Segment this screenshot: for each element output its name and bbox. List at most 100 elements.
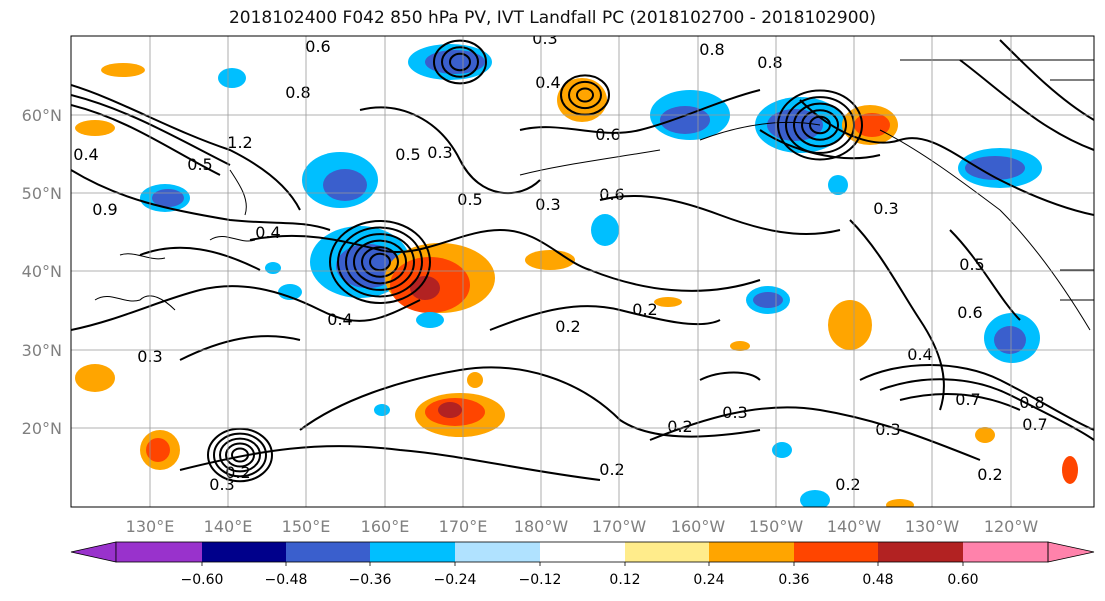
ivt-contour: [899, 393, 1021, 411]
ivt-contour: [71, 104, 221, 176]
pv-shade: [152, 189, 184, 207]
contour-label: 0.2: [667, 417, 692, 436]
ivt-contour: [649, 406, 981, 461]
pv-shade: [965, 156, 1025, 180]
contour-label: 0.4: [327, 310, 352, 329]
colorbar-segment: [116, 542, 202, 562]
contour-label: 0.6: [305, 37, 330, 56]
contour-label: 0.6: [595, 125, 620, 144]
ivt-contour: [489, 305, 721, 331]
colorbar-tick-label: −0.36: [349, 572, 392, 588]
colorbar-segment: [202, 542, 286, 562]
contour-label: 0.3: [532, 29, 557, 48]
ivt-contour: [329, 220, 431, 304]
ivt-contour: [299, 366, 761, 438]
colorbar: −0.60 −0.48 −0.36 −0.24 −0.12 0.12 0.24 0.36 0.4…: [70, 541, 1095, 588]
pv-shade: [1062, 456, 1078, 484]
ivt-contour: [179, 445, 601, 481]
ivt-contour: [345, 233, 415, 291]
pv-shade: [146, 438, 170, 462]
ivt-contour: [699, 371, 761, 381]
colorbar-tick-label: −0.12: [519, 572, 562, 588]
contour-label: 0.7: [1022, 415, 1047, 434]
pv-shade: [730, 341, 750, 351]
pv-shade: [800, 490, 830, 507]
longitude-label: 150°W: [749, 517, 804, 536]
pv-shade: [854, 113, 890, 137]
pv-shade: [828, 300, 872, 350]
ivt-contour: [71, 169, 331, 231]
latitude-label: 60°N: [22, 106, 62, 125]
pv-shade: [660, 106, 710, 134]
ivt-contour: [71, 285, 421, 331]
ivt-contour: [519, 89, 761, 134]
map-frame: [70, 35, 1095, 508]
ivt-contours: [71, 39, 1094, 483]
longitude-label: 140°W: [827, 517, 882, 536]
pv-shade: [374, 404, 390, 416]
ivt-contour: [568, 80, 602, 110]
colorbar-extend-high: [1047, 541, 1095, 563]
contour-label: 0.8: [757, 53, 782, 72]
contour-label: 0.5: [457, 190, 482, 209]
longitude-label: 130°E: [126, 517, 175, 536]
ivt-contour: [449, 52, 471, 72]
ivt-contour: [949, 229, 1021, 321]
longitude-label: 160°E: [361, 517, 410, 536]
colorbar-segment: [540, 542, 625, 562]
ivt-contour: [433, 39, 487, 85]
ivt-contour: [441, 46, 479, 78]
pv-shade: [265, 262, 281, 274]
ivt-contour: [179, 335, 301, 361]
colorbar-tick-label: −0.60: [181, 572, 224, 588]
ivt-contour: [801, 109, 839, 141]
pv-shade: [438, 402, 462, 418]
colorbar-tick-label: −0.48: [265, 572, 308, 588]
colorbar-tick-label: 0.12: [609, 572, 640, 588]
map-title: 2018102400 F042 850 hPa PV, IVT Landfall…: [228, 8, 876, 28]
latitude-label: 20°N: [22, 419, 62, 438]
contour-label: 0.2: [632, 300, 657, 319]
longitude-label: 140°E: [204, 517, 253, 536]
contour-label: 0.3: [873, 199, 898, 218]
colorbar-segment: [963, 542, 1048, 562]
ivt-contour: [859, 364, 1094, 431]
contour-label: 0.7: [955, 390, 980, 409]
colorbar-tick-label: 0.48: [862, 572, 893, 588]
ivt-contour: [809, 115, 831, 135]
ivt-contour: [361, 246, 399, 278]
colorbar-tick-label: 0.24: [693, 572, 724, 588]
longitude-labels: 130°E 140°E 150°E 160°E 170°E 180°W 170°W 160°W…: [126, 517, 1039, 536]
ivt-contour: [759, 129, 881, 160]
ivt-contour: [576, 87, 594, 103]
contour-label: 0.2: [835, 475, 860, 494]
ivt-contour: [793, 102, 847, 148]
pv-shade: [753, 292, 783, 308]
ivt-contour: [799, 99, 1094, 216]
contour-label: 0.9: [92, 200, 117, 219]
ivt-contour: [71, 84, 301, 211]
contour-label: 0.8: [285, 83, 310, 102]
contour-label: 0.3: [535, 195, 560, 214]
ivt-contour: [231, 447, 249, 463]
contour-label: 1.2: [227, 133, 252, 152]
ivt-contour: [353, 239, 407, 285]
colorbar-extend-low: [70, 541, 117, 563]
pv-shade: [994, 326, 1026, 354]
pv-shade: [75, 120, 115, 136]
longitude-label: 170°E: [439, 517, 488, 536]
pv-shade: [218, 68, 246, 88]
latitude-labels: 20°N 30°N 40°N 50°N 60°N: [22, 106, 62, 438]
contour-label: 0.5: [959, 255, 984, 274]
pv-shade: [772, 442, 792, 458]
ivt-contour: [359, 106, 541, 194]
pv-shade: [975, 427, 995, 443]
pv-shade: [886, 499, 914, 507]
pv-shade: [323, 169, 367, 201]
contour-label: 0.4: [73, 145, 98, 164]
contour-label: 0.3: [427, 143, 452, 162]
longitude-label: 180°W: [514, 517, 569, 536]
longitude-label: 160°W: [671, 517, 726, 536]
colorbar-segment: [625, 542, 709, 562]
ivt-contour: [213, 432, 267, 478]
